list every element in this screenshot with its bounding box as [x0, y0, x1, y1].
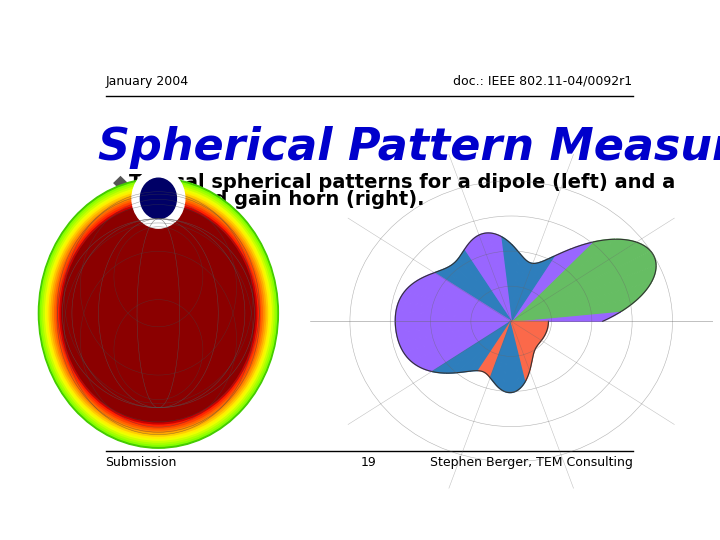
Polygon shape [511, 242, 592, 321]
Circle shape [45, 186, 271, 440]
Polygon shape [470, 321, 511, 371]
Polygon shape [511, 321, 549, 325]
Circle shape [53, 194, 264, 432]
Polygon shape [399, 292, 511, 321]
Polygon shape [435, 269, 511, 321]
Text: Spherical Pattern Measurement Intro: Spherical Pattern Measurement Intro [98, 126, 720, 170]
Polygon shape [399, 321, 511, 352]
Circle shape [55, 197, 262, 430]
Text: ◆: ◆ [113, 173, 128, 192]
Polygon shape [511, 282, 651, 321]
Polygon shape [511, 298, 639, 321]
Polygon shape [511, 262, 541, 321]
Polygon shape [423, 273, 511, 321]
Polygon shape [452, 258, 511, 321]
Circle shape [44, 184, 273, 442]
Polygon shape [445, 265, 511, 321]
Polygon shape [511, 321, 539, 346]
Polygon shape [496, 321, 511, 390]
Circle shape [51, 192, 266, 434]
Polygon shape [511, 245, 519, 321]
Polygon shape [459, 321, 511, 373]
Polygon shape [511, 321, 541, 343]
Polygon shape [395, 321, 511, 332]
Polygon shape [410, 321, 511, 367]
Polygon shape [511, 321, 519, 393]
Circle shape [49, 190, 268, 436]
Polygon shape [511, 256, 554, 321]
Polygon shape [511, 321, 532, 370]
Circle shape [58, 200, 258, 426]
Circle shape [48, 188, 269, 438]
Polygon shape [511, 321, 544, 340]
Polygon shape [414, 278, 511, 321]
Polygon shape [471, 235, 511, 321]
Polygon shape [479, 321, 511, 373]
Text: standard gain horn (right).: standard gain horn (right). [129, 190, 424, 208]
Text: January 2004: January 2004 [106, 75, 189, 88]
Circle shape [60, 202, 257, 424]
Polygon shape [511, 321, 548, 328]
Polygon shape [405, 284, 511, 321]
Circle shape [132, 168, 185, 228]
Polygon shape [511, 321, 530, 381]
Polygon shape [511, 321, 535, 354]
Circle shape [140, 178, 176, 219]
Text: Submission: Submission [106, 456, 177, 469]
Polygon shape [396, 321, 511, 342]
Polygon shape [511, 248, 572, 321]
Polygon shape [511, 321, 548, 331]
Circle shape [42, 183, 275, 444]
Polygon shape [511, 321, 546, 334]
Polygon shape [511, 260, 533, 321]
Polygon shape [396, 301, 511, 321]
Polygon shape [511, 252, 656, 321]
Polygon shape [511, 321, 534, 362]
Polygon shape [511, 321, 537, 349]
Polygon shape [446, 321, 511, 373]
Text: Typical spherical patterns for a dipole (left) and a: Typical spherical patterns for a dipole … [129, 173, 675, 192]
Circle shape [38, 178, 279, 448]
Polygon shape [490, 233, 511, 321]
Polygon shape [503, 321, 511, 393]
Polygon shape [420, 321, 511, 372]
Polygon shape [395, 311, 511, 321]
Polygon shape [459, 250, 511, 321]
Text: doc.: IEEE 802.11-04/0092r1: doc.: IEEE 802.11-04/0092r1 [454, 75, 632, 88]
Text: 19: 19 [361, 456, 377, 469]
Circle shape [56, 198, 261, 428]
Polygon shape [511, 312, 621, 321]
Polygon shape [511, 321, 526, 389]
Polygon shape [511, 239, 616, 321]
Polygon shape [480, 233, 511, 321]
Polygon shape [511, 321, 545, 338]
Polygon shape [490, 321, 511, 384]
Polygon shape [511, 239, 636, 321]
Circle shape [62, 205, 255, 422]
Polygon shape [501, 237, 511, 321]
Polygon shape [432, 321, 511, 373]
Polygon shape [511, 266, 656, 321]
Polygon shape [511, 253, 526, 321]
Polygon shape [403, 321, 511, 360]
Text: Stephen Berger, TEM Consulting: Stephen Berger, TEM Consulting [430, 456, 632, 469]
Circle shape [40, 180, 276, 446]
Polygon shape [511, 242, 650, 321]
Polygon shape [464, 242, 511, 321]
Polygon shape [485, 321, 511, 377]
